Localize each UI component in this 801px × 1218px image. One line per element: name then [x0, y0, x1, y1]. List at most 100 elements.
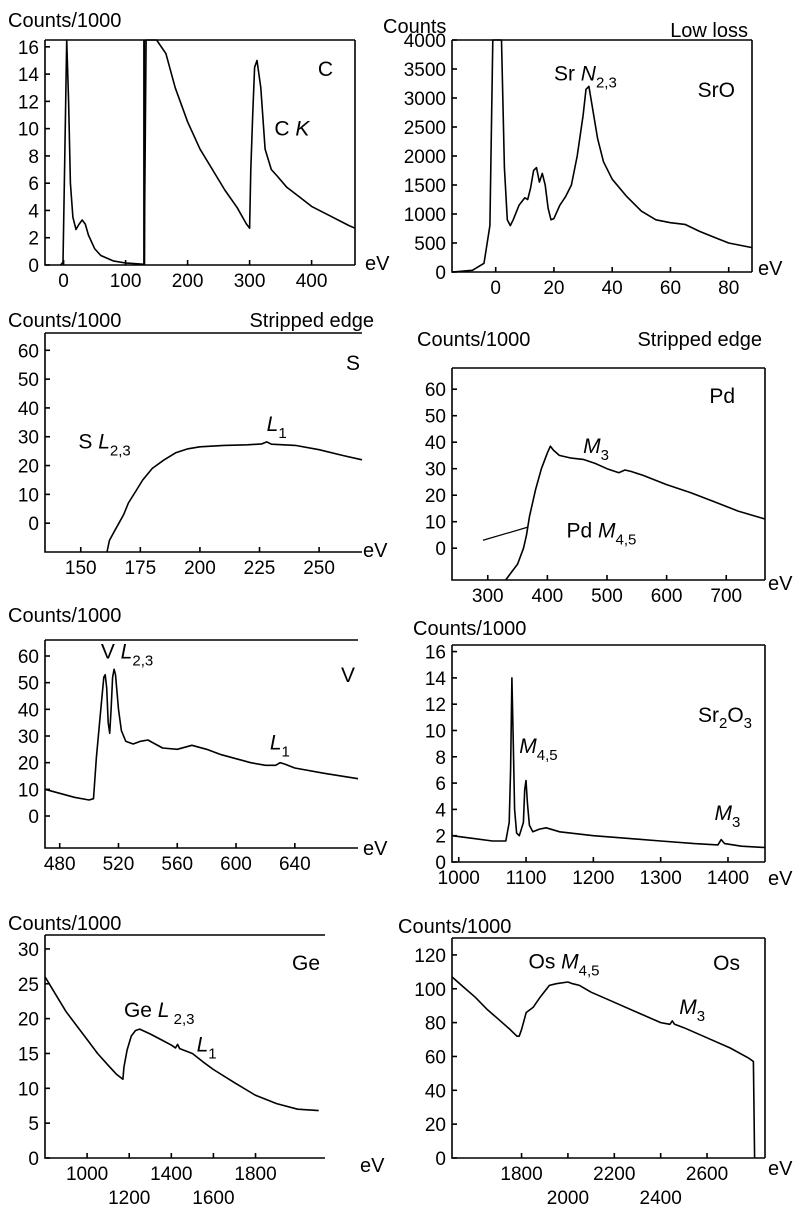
y-tick-label: 20	[18, 754, 39, 775]
y-tick-label: 4	[435, 800, 446, 821]
y-tick-label: 0	[435, 539, 446, 560]
x-tick-label: 400	[532, 586, 564, 607]
y-tick-label: 5	[28, 1114, 39, 1135]
y-tick-label: 3000	[404, 89, 446, 110]
x-axis-label: eV	[768, 1158, 793, 1180]
peak-annotation: L1	[270, 731, 290, 760]
y-tick-label: 20	[18, 1010, 39, 1031]
x-tick-label: 520	[103, 854, 135, 875]
y-tick-label: 2000	[404, 147, 446, 168]
spectrum-line	[505, 445, 766, 581]
y-tick-label: 50	[18, 370, 39, 391]
x-tick-label: 1200	[108, 1188, 150, 1209]
y-tick-label: 10	[18, 780, 39, 801]
spectrum-line	[44, 976, 319, 1112]
x-axis-label: eV	[360, 1155, 385, 1177]
y-tick-label: 14	[18, 65, 40, 86]
y-tick-label: 14	[425, 669, 447, 690]
y-tick-label: 60	[425, 1047, 446, 1068]
x-tick-label: 600	[220, 854, 252, 875]
x-tick-label: 225	[244, 558, 276, 579]
x-tick-label: 100	[110, 271, 142, 292]
y-tick-label: 0	[435, 263, 446, 284]
y-axis-label: Counts/1000	[417, 329, 530, 351]
y-tick-label: 50	[18, 674, 39, 695]
x-axis-label: eV	[758, 258, 783, 280]
peak-annotation: M4,5	[519, 735, 557, 764]
x-tick-label: 300	[234, 271, 266, 292]
y-tick-label: 60	[18, 341, 39, 362]
y-axis-label: Counts/1000	[8, 10, 121, 32]
spectrum-line	[59, 39, 356, 266]
y-axis-label: Counts	[383, 16, 446, 38]
peak-annotation: C K	[274, 117, 310, 140]
x-tick-label: 1000	[66, 1164, 108, 1185]
axes-frame	[44, 333, 362, 553]
y-tick-label: 1000	[404, 205, 446, 226]
y-tick-label: 6	[28, 174, 39, 195]
peak-annotation: M3	[679, 996, 705, 1025]
x-tick-label: 2000	[547, 1188, 589, 1209]
x-tick-label: 1600	[192, 1188, 234, 1209]
annotation-pointer	[482, 526, 529, 541]
axes-frame	[44, 935, 325, 1159]
peak-annotation: Pd M4,5	[566, 520, 636, 549]
x-tick-label: 20	[543, 278, 564, 299]
chart-title: V	[341, 664, 355, 687]
y-tick-label: 0	[28, 514, 39, 535]
chart-panel-6: 0 2 4 6 8 10 12 14 16 1000 1100 1200 1300 1400 Counts/…	[413, 618, 793, 890]
y-tick-label: 2500	[404, 118, 446, 139]
y-tick-label: 30	[18, 940, 39, 961]
y-tick-label: 10	[18, 1079, 39, 1100]
x-axis-label: eV	[365, 253, 390, 275]
x-tick-label: 1400	[707, 868, 749, 889]
y-tick-label: 30	[18, 727, 39, 748]
y-tick-label: 40	[425, 433, 446, 454]
x-tick-label: 150	[65, 558, 97, 579]
x-tick-label: 200	[184, 558, 216, 579]
axes-frame	[44, 640, 358, 849]
x-tick-label: 0	[58, 271, 69, 292]
x-tick-label: 80	[718, 278, 739, 299]
spectrum-line	[451, 677, 766, 849]
x-tick-label: 480	[44, 854, 76, 875]
peak-annotation: Ge L 2,3	[124, 999, 195, 1028]
x-tick-label: 1800	[500, 1164, 542, 1185]
x-axis-label: eV	[768, 573, 793, 595]
y-axis-label: Counts/1000	[8, 913, 121, 935]
y-tick-label: 20	[18, 457, 39, 478]
x-tick-label: 2200	[593, 1164, 635, 1185]
chart-title: Pd	[709, 385, 735, 408]
chart-panel-2: 0 500 1000 1500 2000 2500 3000 3500 4000 0 20 40 60 8…	[383, 16, 783, 299]
chart-panel-5: 0 10 20 30 40 50 60 480 520 560 600 640 Counts/1000 e…	[8, 605, 388, 875]
y-tick-label: 4	[28, 201, 39, 222]
y-tick-label: 40	[18, 399, 39, 420]
y-axis-label: Counts/1000	[8, 605, 121, 627]
y-tick-label: 6	[435, 774, 446, 795]
y-tick-label: 16	[425, 643, 446, 664]
chart-subtitle: Low loss	[670, 20, 748, 42]
y-tick-label: 15	[18, 1044, 39, 1065]
y-tick-label: 1500	[404, 176, 446, 197]
x-tick-label: 250	[303, 558, 335, 579]
y-axis-label: Counts/1000	[413, 618, 526, 640]
x-tick-label: 60	[660, 278, 681, 299]
x-axis-label: eV	[363, 838, 388, 860]
y-tick-label: 0	[435, 853, 446, 874]
chart-panel-3: 0 10 20 30 40 50 60 150 175 200 225 250 Counts/1000 e…	[8, 310, 388, 579]
chart-title: Ge	[292, 952, 320, 975]
y-tick-label: 50	[425, 407, 446, 428]
y-tick-label: 80	[425, 1014, 446, 1035]
y-tick-label: 4000	[404, 31, 446, 52]
y-tick-label: 2	[435, 827, 446, 848]
spectrum-line	[451, 976, 756, 1159]
chart-title: Sr2O3	[698, 704, 752, 732]
y-tick-label: 20	[425, 1115, 446, 1136]
x-tick-label: 600	[651, 586, 683, 607]
y-tick-label: 12	[425, 695, 446, 716]
y-tick-label: 10	[425, 513, 446, 534]
peak-annotation: M3	[583, 435, 609, 464]
